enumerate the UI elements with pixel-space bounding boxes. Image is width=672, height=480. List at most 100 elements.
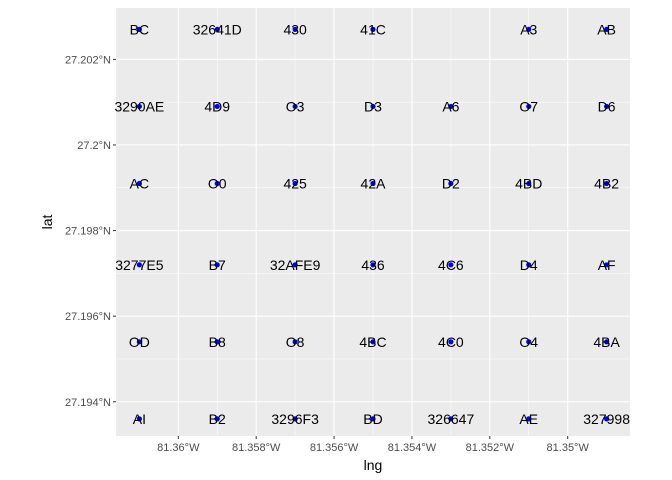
point-label: D4 — [520, 257, 538, 273]
point-label: A3 — [520, 21, 537, 37]
x-axis-ticks: 81.36°W 81.358°W 81.356°W 81.354°W 81.352°W 8… — [157, 436, 589, 454]
point-label: B8 — [209, 334, 226, 350]
data-point — [292, 339, 298, 345]
x-axis-title: lng — [364, 457, 383, 473]
data-point — [214, 416, 220, 422]
y-tick-label: 27.2°N — [77, 140, 111, 152]
data-point — [136, 180, 142, 187]
major-gridlines — [116, 8, 630, 436]
point-label: 4C6 — [438, 257, 464, 273]
point-label: AE — [519, 411, 538, 427]
data-point — [604, 180, 610, 187]
data-point — [214, 103, 220, 110]
data-point — [526, 416, 532, 422]
y-axis-title: lat — [39, 215, 55, 230]
data-point — [448, 103, 454, 110]
point-label: 430 — [283, 21, 307, 37]
data-point — [214, 180, 220, 187]
x-tick-label: 81.36°W — [157, 442, 200, 454]
point-label: BC — [130, 21, 149, 37]
point-label: 4D9 — [204, 98, 230, 114]
data-point — [136, 103, 142, 110]
data-point — [292, 26, 298, 32]
point-label: 327998 — [583, 411, 630, 427]
point-label: 3277E5 — [115, 257, 163, 273]
data-point — [370, 26, 376, 32]
data-point — [604, 262, 610, 268]
data-point — [370, 262, 376, 268]
data-point — [370, 416, 376, 422]
data-point — [136, 416, 142, 422]
point-labels: BC 32641D 430 41C A3 AB 3290AE 4D9 O3 D3 A6 O7 D6 AC O… — [114, 21, 630, 426]
data-point — [448, 416, 454, 422]
point-label: 32AFE9 — [270, 257, 321, 273]
y-tick-label: 27.194°N — [65, 397, 111, 409]
data-point — [214, 262, 220, 268]
x-tick-label: 81.352°W — [466, 442, 515, 454]
x-tick-label: 81.35°W — [547, 442, 590, 454]
point-label: AC — [130, 175, 149, 191]
data-point — [292, 103, 298, 110]
data-point — [136, 262, 142, 268]
data-point — [292, 262, 298, 268]
data-point — [136, 26, 142, 32]
point-label: B7 — [209, 257, 226, 273]
point-label: 4BC — [359, 334, 386, 350]
data-point — [604, 416, 610, 422]
data-point — [370, 180, 376, 187]
data-point — [526, 26, 532, 32]
data-point — [604, 103, 610, 110]
point-label: 41C — [360, 21, 386, 37]
point-label: 4BD — [515, 175, 542, 191]
data-points — [136, 26, 610, 422]
point-label: 32641D — [193, 21, 242, 37]
data-point — [526, 339, 532, 345]
y-tick-label: 27.196°N — [65, 311, 111, 323]
point-label: 3290AE — [114, 98, 164, 114]
point-label: AB — [597, 21, 616, 37]
point-label: D2 — [442, 175, 460, 191]
y-axis-ticks: 27.194°N 27.196°N 27.198°N 27.2°N 27.202°N — [65, 54, 116, 409]
data-point — [448, 339, 454, 345]
point-label: O8 — [286, 334, 305, 350]
point-label: O7 — [519, 98, 538, 114]
point-label: 3296F3 — [271, 411, 319, 427]
data-point — [526, 180, 532, 187]
data-point — [448, 180, 454, 187]
point-label: A6 — [442, 98, 459, 114]
y-tick-label: 27.202°N — [65, 54, 111, 66]
point-label: AI — [133, 411, 146, 427]
data-point — [370, 103, 376, 110]
data-point — [136, 339, 142, 345]
data-point — [604, 339, 610, 345]
y-tick-label: 27.198°N — [65, 226, 111, 238]
point-label: 425 — [283, 175, 307, 191]
x-tick-label: 81.358°W — [232, 442, 281, 454]
data-point — [448, 262, 454, 268]
point-label: 4C0 — [438, 334, 464, 350]
data-point — [526, 103, 532, 110]
point-label: 436 — [361, 257, 385, 273]
x-tick-label: 81.354°W — [388, 442, 437, 454]
point-label: 4B2 — [594, 175, 619, 191]
data-point — [214, 339, 220, 345]
minor-gridlines — [116, 8, 630, 436]
point-label: D6 — [598, 98, 616, 114]
data-point — [604, 26, 610, 32]
point-label: OD — [129, 334, 150, 350]
data-point — [292, 180, 298, 187]
point-label: 326647 — [428, 411, 475, 427]
point-label: O4 — [519, 334, 538, 350]
x-tick-label: 81.356°W — [310, 442, 359, 454]
point-label: BD — [363, 411, 382, 427]
point-label: B2 — [209, 411, 226, 427]
point-label: O3 — [286, 98, 305, 114]
data-point — [526, 262, 532, 268]
point-label: AF — [598, 257, 616, 273]
point-label: 4BA — [593, 334, 620, 350]
data-point — [292, 416, 298, 422]
point-label: 42A — [361, 175, 387, 191]
point-label: O0 — [208, 175, 227, 191]
data-point — [214, 26, 220, 32]
